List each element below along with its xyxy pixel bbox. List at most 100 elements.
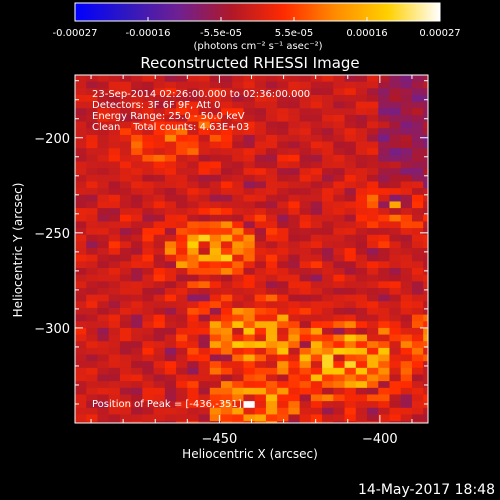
heatmap-cell — [131, 208, 143, 216]
heatmap-cell — [367, 341, 379, 349]
heatmap-cell — [75, 108, 87, 116]
heatmap-cell — [142, 381, 155, 389]
heatmap-cell — [389, 281, 402, 289]
heatmap-cell — [108, 314, 121, 322]
heatmap-cell — [299, 401, 312, 409]
heatmap-cell — [367, 314, 379, 322]
heatmap-cell — [423, 134, 428, 143]
heatmap-cell — [411, 294, 424, 302]
heatmap-cell — [86, 281, 99, 289]
heatmap-cell — [310, 314, 323, 322]
heatmap-cell — [221, 287, 233, 296]
heatmap-cell — [164, 367, 177, 376]
heatmap-cell — [322, 341, 334, 349]
heatmap-cell — [411, 314, 424, 322]
heatmap-cell — [367, 307, 379, 316]
heatmap-cell — [232, 307, 245, 316]
heatmap-cell — [243, 301, 256, 309]
heatmap-cell — [232, 248, 245, 256]
heatmap-cell — [277, 327, 289, 336]
heatmap-cell — [108, 201, 121, 209]
heatmap-cell — [378, 161, 391, 169]
heatmap-cell — [131, 361, 143, 369]
heatmap-cell — [299, 381, 312, 389]
heatmap-cell — [221, 374, 233, 382]
heatmap-cell — [299, 241, 312, 249]
heatmap-cell — [232, 381, 245, 389]
heatmap-cell — [108, 101, 121, 109]
heatmap-cell — [367, 234, 379, 242]
heatmap-cell — [400, 94, 413, 103]
heatmap-cell — [176, 181, 188, 189]
heatmap-cell — [198, 281, 211, 289]
heatmap-cell — [355, 75, 368, 83]
heatmap-cell — [400, 134, 413, 143]
heatmap-cell — [221, 307, 233, 316]
heatmap-cell — [164, 101, 177, 109]
heatmap-cell — [75, 81, 87, 89]
heatmap-cell — [265, 154, 278, 163]
heatmap-cell — [423, 241, 428, 249]
heatmap-cell — [400, 168, 413, 176]
heatmap-cell — [322, 194, 334, 203]
heatmap-cell — [86, 248, 99, 256]
heatmap-cell — [423, 108, 428, 116]
heatmap-cell — [243, 281, 256, 289]
heatmap-cell — [310, 407, 323, 416]
heatmap-cell — [176, 314, 188, 322]
heatmap-cell — [389, 254, 402, 262]
heatmap-cell — [277, 341, 289, 349]
heatmap-cell — [265, 261, 278, 269]
heatmap-cell — [378, 414, 391, 422]
heatmap-cell — [265, 354, 278, 362]
heatmap-cell — [254, 181, 267, 189]
colorbar-tick-label: -0.00027 — [53, 28, 98, 39]
heatmap-cell — [423, 361, 428, 369]
heatmap-cell — [299, 188, 312, 196]
heatmap-cell — [288, 307, 301, 316]
heatmap-cell — [367, 248, 379, 256]
heatmap-cell — [355, 314, 368, 322]
heatmap-cell — [119, 81, 132, 89]
heatmap-cell — [322, 281, 334, 289]
heatmap-cell — [333, 407, 346, 416]
heatmap-cell — [367, 274, 379, 282]
heatmap-cell — [367, 114, 379, 123]
heatmap-cell — [221, 88, 233, 96]
heatmap-cell — [97, 248, 110, 256]
heatmap-cell — [423, 181, 428, 189]
heatmap-cell — [423, 168, 428, 176]
heatmap-cell — [164, 81, 177, 89]
heatmap-cell — [389, 148, 402, 156]
heatmap-cell — [187, 374, 200, 382]
heatmap-cell — [97, 274, 110, 282]
heatmap-cell — [198, 254, 211, 262]
heatmap-cell — [265, 394, 278, 402]
heatmap-cell — [209, 101, 222, 109]
heatmap-cell — [423, 128, 428, 136]
heatmap-cell — [187, 314, 200, 322]
heatmap-cell — [411, 354, 424, 362]
heatmap-cell — [378, 241, 391, 249]
heatmap-cell — [254, 161, 267, 169]
heatmap-cell — [265, 108, 278, 116]
heatmap-cell — [119, 141, 132, 149]
heatmap-cell — [176, 254, 188, 262]
heatmap-cell — [176, 407, 188, 416]
heatmap-cell — [344, 261, 357, 269]
heatmap-cell — [389, 421, 402, 423]
heatmap-cell — [411, 221, 424, 229]
heatmap-cell — [254, 307, 267, 316]
heatmap-cell — [119, 174, 132, 183]
heatmap-cell — [97, 414, 110, 422]
heatmap-cell — [344, 421, 357, 423]
heatmap-cell — [400, 248, 413, 256]
heatmap-cell — [86, 287, 99, 296]
annotation-energy-range: Energy Range: 25.0 - 50.0 keV — [92, 111, 245, 122]
heatmap-cell — [288, 154, 301, 163]
heatmap-cell — [367, 168, 379, 176]
heatmap-cell — [153, 254, 166, 262]
heatmap-cell — [254, 188, 267, 196]
heatmap-cell — [310, 347, 323, 356]
heatmap-cell — [299, 394, 312, 402]
